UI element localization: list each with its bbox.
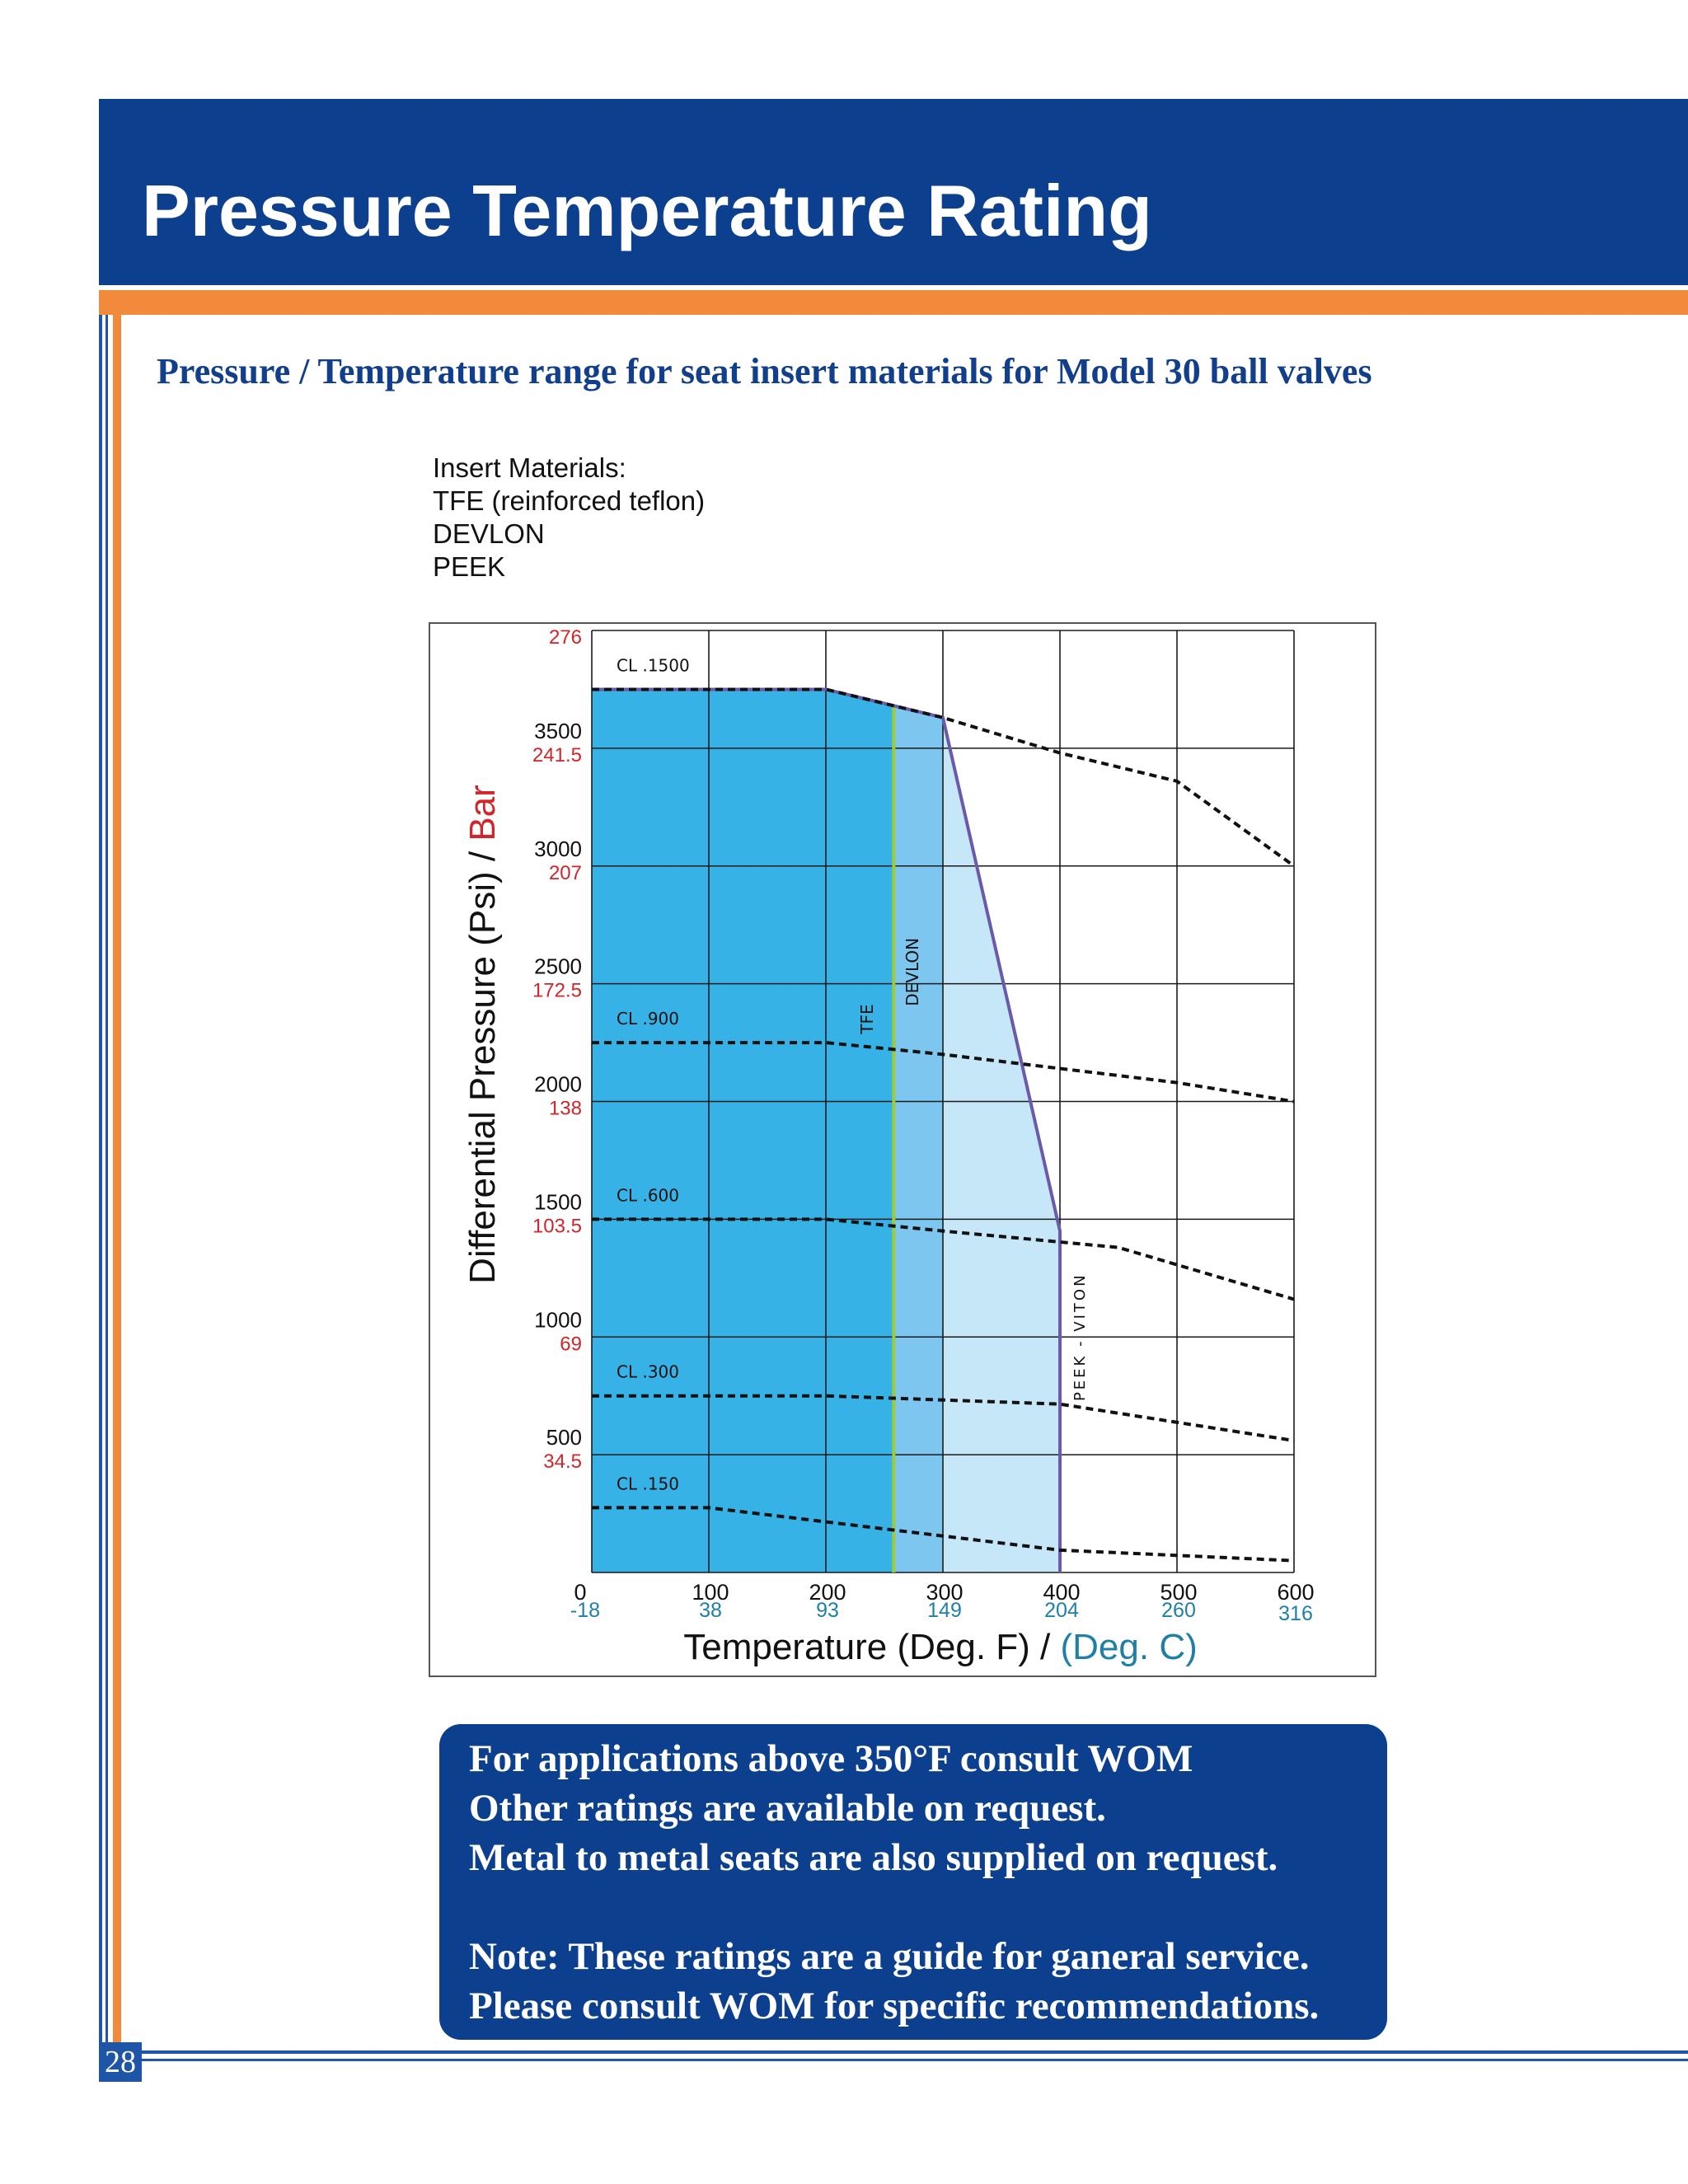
chart-labels: CL .1500 CL .900 CL .600 CL .300 CL .150 TFE D… xyxy=(617,655,1089,1493)
header-banner: Pressure Temperature Rating xyxy=(99,99,1688,285)
note-line: Note: These ratings are a guide for gane… xyxy=(469,1935,1310,1978)
x-tick-f: 200 xyxy=(809,1580,846,1605)
frame-left-orange xyxy=(113,315,121,2046)
class-label-cl-900: CL .900 xyxy=(617,1009,679,1029)
class-curve-cl-900 xyxy=(592,1041,1295,1104)
x-tick-c: 93 xyxy=(816,1599,839,1622)
y-tick-bar: 34.5 xyxy=(543,1451,582,1473)
x-tick-c: 260 xyxy=(1161,1599,1196,1622)
class-curve-cl-600 xyxy=(592,1217,1295,1301)
insert-material-item: TFE (reinforced teflon) xyxy=(433,485,706,516)
y-tick-bar: 207 xyxy=(549,862,582,884)
x-tick-f: 500 xyxy=(1160,1580,1197,1605)
insert-materials-heading: Insert Materials: xyxy=(433,452,626,483)
y-tick-psi: 2000 xyxy=(534,1072,582,1097)
y-tick-psi: 500 xyxy=(546,1425,582,1450)
frame-left-inner xyxy=(106,315,108,2069)
y-tick-bar: 172.5 xyxy=(532,980,582,1002)
note-line: Metal to metal seats are also supplied o… xyxy=(469,1836,1278,1879)
y-axis-title-bar: Bar xyxy=(462,785,503,841)
y-tick-psi: 3000 xyxy=(534,837,582,861)
page-number: 28 xyxy=(99,2042,142,2082)
x-axis-title-f: Temperature (Deg. F) / xyxy=(683,1627,1060,1667)
y-tick-psi: 1500 xyxy=(534,1189,582,1214)
x-tick-f: 400 xyxy=(1043,1580,1080,1605)
y-tick-psi: 2500 xyxy=(534,954,582,979)
x-axis-title-c: (Deg. C) xyxy=(1061,1627,1198,1667)
y-axis-title-psi: Differential Pressure (Psi) / xyxy=(462,841,503,1284)
region-label-peek-viton: PEEK - VITON xyxy=(1071,1272,1089,1401)
insert-material-item: DEVLON xyxy=(433,518,545,549)
y-tick-bar: 69 xyxy=(560,1333,582,1355)
frame-bottom-lower xyxy=(99,2059,1688,2061)
region-devlon xyxy=(893,705,943,1573)
region-label-devlon: DEVLON xyxy=(903,938,922,1006)
x-tick-c: -18 xyxy=(570,1599,600,1622)
class-curve-cl-300 xyxy=(592,1394,1295,1442)
note-line: For applications above 350°F consult WOM xyxy=(469,1737,1193,1780)
x-tick-f: 600 xyxy=(1277,1580,1314,1605)
class-label-cl-1500: CL .1500 xyxy=(617,655,690,675)
y-tick-psi: 1000 xyxy=(534,1307,582,1332)
note-line: Please consult WOM for specific recommen… xyxy=(469,1985,1320,2027)
region-peek-viton xyxy=(943,717,1060,1572)
chart-class-curves xyxy=(592,687,1296,1563)
x-tick-f: 300 xyxy=(926,1580,963,1605)
y-tick-bar: 241.5 xyxy=(532,744,582,766)
rating-envelope-line xyxy=(592,687,1062,1572)
y-axis-title: Differential Pressure (Psi) / Bar xyxy=(462,785,503,1284)
x-tick-c: 316 xyxy=(1278,1602,1313,1625)
region-label-tfe: TFE xyxy=(857,1004,877,1034)
pressure-temperature-chart: CL .1500 CL .900 CL .600 CL .300 CL .150 TFE D… xyxy=(429,622,1376,1677)
class-label-cl-600: CL .600 xyxy=(617,1185,679,1205)
y-tick-bar: 103.5 xyxy=(532,1215,582,1237)
class-label-cl-300: CL .300 xyxy=(617,1362,679,1382)
chart-regions xyxy=(592,689,1060,1573)
y-tick-psi: 4000 xyxy=(534,622,582,626)
header-divider xyxy=(99,285,1688,290)
section-subtitle: Pressure / Temperature range for seat in… xyxy=(157,351,1372,391)
x-tick-c: 38 xyxy=(699,1599,722,1622)
x-tick-c: 204 xyxy=(1044,1599,1079,1622)
y-tick-bar: 276 xyxy=(549,626,582,649)
note-line: Other ratings are available on request. xyxy=(469,1787,1106,1830)
chart-envelope xyxy=(592,687,1062,1572)
page-title: Pressure Temperature Rating xyxy=(142,170,1152,251)
class-curve-cl-1500 xyxy=(592,687,1296,868)
x-axis-title: Temperature (Deg. F) / (Deg. C) xyxy=(683,1627,1198,1667)
class-label-cl-150: CL .150 xyxy=(617,1474,679,1493)
insert-material-item: PEEK xyxy=(433,551,506,582)
frame-bottom-upper xyxy=(99,2050,1688,2054)
y-tick-bar: 138 xyxy=(549,1098,582,1120)
chart-axes: 50034.51000691500103.520001382500172.530… xyxy=(462,622,1315,1667)
orange-band xyxy=(99,290,1688,315)
x-tick-f: 0 xyxy=(574,1580,586,1605)
insert-materials-list: Insert Materials: TFE (reinforced teflon… xyxy=(433,452,705,583)
notes-box: For applications above 350°F consult WOM… xyxy=(439,1724,1387,2040)
x-tick-f: 100 xyxy=(692,1580,729,1605)
region-tfe xyxy=(592,689,894,1572)
y-tick-psi: 3500 xyxy=(534,719,582,743)
frame-left-outer xyxy=(99,315,102,2069)
x-tick-c: 149 xyxy=(927,1599,962,1622)
chart-grid xyxy=(591,630,1295,1573)
class-curve-cl-150 xyxy=(592,1506,1295,1563)
